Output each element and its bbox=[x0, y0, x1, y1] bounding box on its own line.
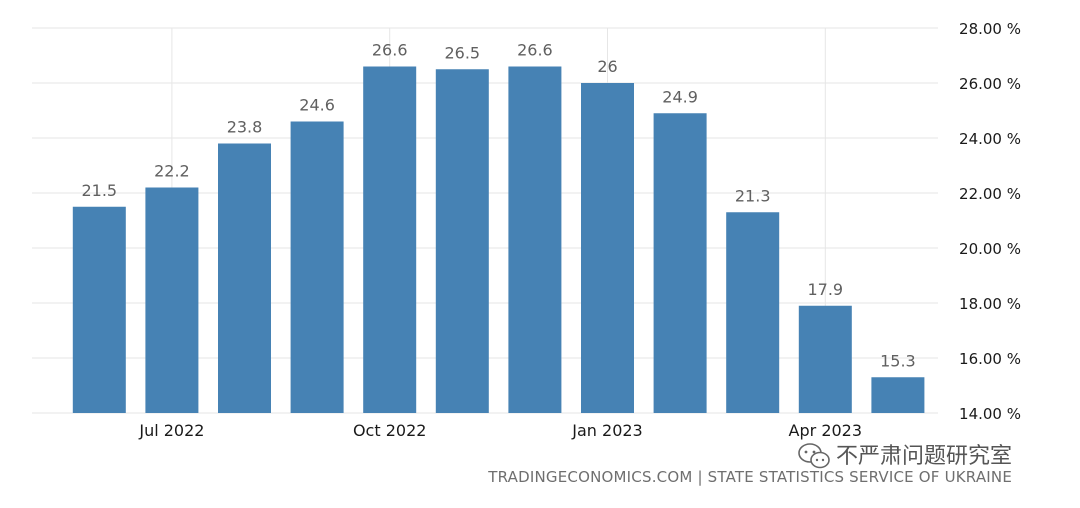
x-tick-label: Jul 2022 bbox=[138, 421, 204, 440]
bar bbox=[508, 66, 562, 413]
y-tick-label: 28.00 % bbox=[959, 20, 1021, 38]
data-label: 24.6 bbox=[299, 96, 335, 115]
data-labels: 21.5 22.2 23.8 24.6 26.6 26.5 26.6 26 24.9 21.3 17… bbox=[81, 41, 915, 371]
watermark: 不严肃问题研究室 bbox=[798, 443, 1012, 469]
data-label: 17.9 bbox=[807, 280, 843, 299]
y-axis: 14.00 % 16.00 % 18.00 % 20.00 % 22.00 % 24.00… bbox=[959, 20, 1021, 423]
x-tick-label: Jan 2023 bbox=[571, 421, 642, 440]
source-text: TRADINGECONOMICS.COM | STATE STATISTICS … bbox=[487, 468, 1012, 486]
data-label: 21.5 bbox=[81, 181, 117, 200]
y-tick-label: 24.00 % bbox=[959, 130, 1021, 148]
data-label: 26.5 bbox=[444, 43, 480, 62]
data-label: 26.6 bbox=[517, 41, 553, 60]
data-label: 26 bbox=[597, 57, 617, 76]
bar bbox=[363, 66, 417, 413]
y-tick-label: 14.00 % bbox=[959, 405, 1021, 423]
bar bbox=[798, 305, 852, 413]
data-label: 24.9 bbox=[662, 87, 698, 106]
data-label: 26.6 bbox=[372, 41, 408, 60]
y-tick-label: 20.00 % bbox=[959, 240, 1021, 258]
bars bbox=[72, 66, 925, 413]
bar bbox=[726, 212, 780, 413]
bar bbox=[72, 206, 126, 413]
bar bbox=[290, 121, 344, 413]
data-label: 22.2 bbox=[154, 162, 190, 181]
bar bbox=[435, 69, 489, 413]
wechat-icon bbox=[798, 443, 830, 469]
bar bbox=[218, 143, 271, 413]
bar bbox=[653, 113, 707, 413]
data-label: 15.3 bbox=[880, 351, 916, 370]
x-axis: Jul 2022 Oct 2022 Jan 2023 Apr 2023 bbox=[138, 421, 862, 440]
bar bbox=[145, 187, 199, 413]
y-tick-label: 18.00 % bbox=[959, 295, 1021, 313]
x-tick-label: Apr 2023 bbox=[789, 421, 862, 440]
data-label: 23.8 bbox=[227, 118, 263, 137]
y-tick-label: 16.00 % bbox=[959, 350, 1021, 368]
x-tick-label: Oct 2022 bbox=[353, 421, 426, 440]
watermark-text: 不严肃问题研究室 bbox=[836, 444, 1012, 469]
data-label: 21.3 bbox=[735, 186, 771, 205]
bar bbox=[871, 377, 925, 413]
bar bbox=[581, 83, 634, 413]
y-tick-label: 26.00 % bbox=[959, 75, 1021, 93]
y-tick-label: 22.00 % bbox=[959, 185, 1021, 203]
